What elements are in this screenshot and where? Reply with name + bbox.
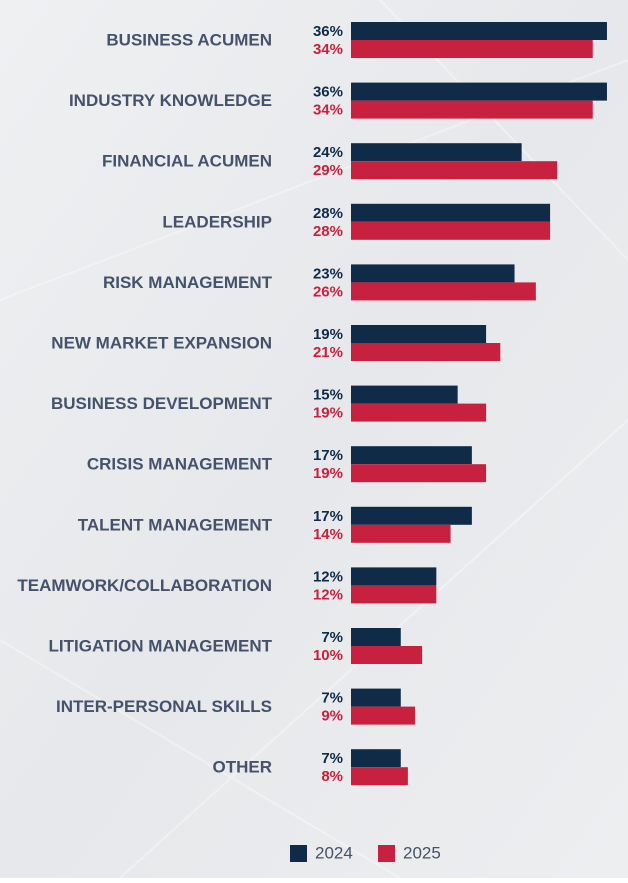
bar <box>351 22 607 40</box>
value-label: 15% <box>313 387 343 404</box>
value-label: 34% <box>313 41 343 58</box>
legend-swatch <box>378 845 395 862</box>
bar <box>351 628 401 646</box>
bar <box>351 446 472 465</box>
value-label: 7% <box>321 690 343 707</box>
bar <box>351 100 593 119</box>
value-label: 12% <box>313 586 343 603</box>
legend-swatch <box>290 845 307 862</box>
value-label: 29% <box>313 162 343 179</box>
value-label: 19% <box>313 405 343 422</box>
category-label: INDUSTRY KNOWLEDGE <box>69 91 272 110</box>
value-label: 17% <box>313 447 343 464</box>
category-label: TALENT MANAGEMENT <box>78 515 273 534</box>
category-label: CRISIS MANAGEMENT <box>87 455 273 474</box>
category-label: INTER-PERSONAL SKILLS <box>56 697 272 716</box>
value-label: 36% <box>313 84 343 101</box>
bar <box>351 646 423 664</box>
value-label: 26% <box>313 283 343 300</box>
category-label: LEADERSHIP <box>162 212 272 231</box>
bar <box>351 506 472 525</box>
value-label: 36% <box>313 23 343 40</box>
bar <box>351 524 451 543</box>
value-label: 21% <box>313 344 343 361</box>
value-label: 14% <box>313 526 343 543</box>
category-label: NEW MARKET EXPANSION <box>51 333 272 352</box>
bar <box>351 325 487 343</box>
category-label: OTHER <box>213 758 273 777</box>
category-label: BUSINESS DEVELOPMENT <box>51 394 273 413</box>
value-label: 17% <box>313 508 343 525</box>
value-label: 10% <box>313 647 343 664</box>
value-label: 8% <box>321 768 343 785</box>
bar <box>351 282 536 301</box>
category-label: RISK MANAGEMENT <box>103 273 273 292</box>
bar <box>351 464 487 483</box>
value-label: 9% <box>321 708 343 725</box>
bar <box>351 385 458 404</box>
bar <box>351 82 607 101</box>
category-label: TEAMWORK/COLLABORATION <box>17 576 272 595</box>
bar <box>351 264 515 283</box>
bar <box>351 221 551 240</box>
category-label: LITIGATION MANAGEMENT <box>49 636 273 655</box>
value-label: 7% <box>321 750 343 767</box>
bar <box>351 161 558 180</box>
bar <box>351 767 408 786</box>
bar <box>351 567 437 586</box>
value-label: 28% <box>313 223 343 240</box>
value-label: 23% <box>313 265 343 282</box>
bar <box>351 706 415 725</box>
bar <box>351 688 401 707</box>
legend-label: 2025 <box>403 843 441 862</box>
bar <box>351 203 551 222</box>
legend-label: 2024 <box>315 843 353 862</box>
value-label: 19% <box>313 465 343 482</box>
bar <box>351 749 401 768</box>
bar <box>351 585 437 604</box>
bar <box>351 40 593 58</box>
value-label: 24% <box>313 144 343 161</box>
value-label: 12% <box>313 568 343 585</box>
value-label: 19% <box>313 326 343 343</box>
bar <box>351 403 487 422</box>
bar <box>351 143 522 162</box>
value-label: 7% <box>321 629 343 646</box>
value-label: 28% <box>313 205 343 222</box>
category-label: BUSINESS ACUMEN <box>106 30 272 49</box>
category-label: FINANCIAL ACUMEN <box>102 152 272 171</box>
value-label: 34% <box>313 102 343 119</box>
bar <box>351 343 501 361</box>
